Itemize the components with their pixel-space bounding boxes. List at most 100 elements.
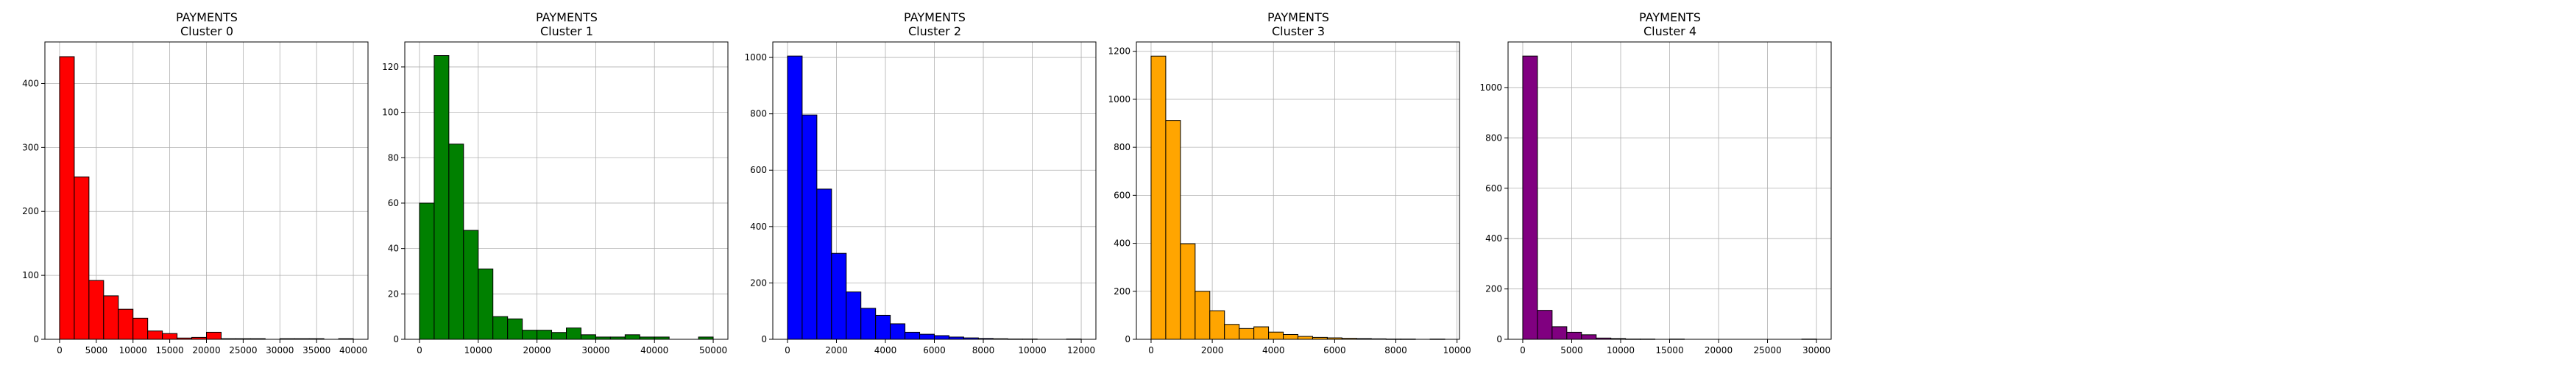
histogram-bar: [478, 268, 494, 340]
y-tick-label: 400: [1485, 233, 1502, 244]
histogram-bar: [1522, 55, 1538, 340]
x-tick-label: 2000: [1201, 345, 1224, 355]
x-tick-label: 8000: [1384, 345, 1407, 355]
y-tick-label: 600: [750, 165, 767, 175]
chart-subtitle: Cluster 0: [180, 24, 234, 38]
y-tick-label: 800: [1114, 142, 1130, 152]
x-tick-label: 40000: [640, 345, 668, 355]
y-tick-label: 1000: [744, 52, 767, 63]
histogram-bar: [1581, 334, 1597, 340]
x-tick-label: 30000: [1802, 345, 1830, 355]
histogram-bar: [1195, 291, 1211, 340]
chart-title: PAYMENTS: [904, 10, 966, 24]
x-tick-label: 20000: [1705, 345, 1733, 355]
histogram-bar: [162, 333, 178, 340]
x-tick-label: 30000: [266, 345, 294, 355]
histogram-bar: [875, 314, 891, 340]
x-tick-label: 40000: [339, 345, 367, 355]
axes-frame: [1136, 41, 1460, 340]
y-tick-label: 200: [22, 206, 39, 216]
y-tick-label: 0: [1496, 334, 1502, 344]
x-tick-label: 0: [1148, 345, 1154, 355]
histogram-bar: [919, 333, 935, 340]
histogram-bar: [890, 323, 906, 340]
y-tick-label: 200: [750, 277, 767, 288]
y-tick-label: 0: [393, 334, 399, 344]
y-tick-label: 60: [388, 198, 399, 208]
histogram-bar: [787, 55, 803, 340]
y-tick-label: 0: [1125, 334, 1130, 344]
x-tick-label: 25000: [1753, 345, 1781, 355]
histogram-bar: [1224, 324, 1240, 340]
histogram-bar: [1209, 310, 1225, 340]
x-tick-label: 25000: [229, 345, 257, 355]
y-tick-label: 300: [22, 142, 39, 152]
y-tick-label: 200: [1485, 284, 1502, 294]
histogram-bar: [74, 176, 90, 340]
histogram-panel-3: 0 2000 4000 6000 8000 10000 0 200 400 600 800 1000 1…: [1108, 41, 1471, 355]
x-tick-label: 5000: [1560, 345, 1583, 355]
chart-subtitle: Cluster 4: [1643, 24, 1697, 38]
histogram-bar: [103, 295, 119, 340]
y-tick-label: 100: [382, 107, 399, 118]
histogram-bar: [934, 335, 949, 340]
y-tick-label: 0: [761, 334, 767, 344]
histogram-bar: [831, 252, 847, 340]
y-tick-label: 400: [1114, 238, 1130, 249]
histogram-bar: [580, 334, 596, 340]
x-tick-label: 10000: [119, 345, 147, 355]
y-tick-label: 400: [22, 78, 39, 88]
histogram-bar: [1165, 120, 1181, 340]
histogram-bar: [88, 280, 105, 340]
y-tick-label: 0: [33, 334, 39, 344]
x-tick-label: 10000: [1443, 345, 1471, 355]
y-tick-label: 1000: [1108, 94, 1130, 105]
panel-title-2: PAYMENTS Cluster 2: [795, 10, 1075, 38]
x-tick-label: 0: [1520, 345, 1526, 355]
histogram-bar: [1537, 310, 1553, 340]
histogram-bar: [860, 308, 877, 340]
histogram-bar: [1551, 326, 1568, 340]
histogram-bar: [1150, 55, 1167, 340]
histogram-bar: [905, 331, 921, 340]
histogram-bar: [522, 330, 538, 340]
x-tick-label: 6000: [923, 345, 946, 355]
x-tick-label: 10000: [464, 345, 492, 355]
chart-subtitle: Cluster 2: [907, 24, 962, 38]
axes-frame: [404, 41, 729, 340]
histogram-bar: [1268, 331, 1284, 340]
chart-subtitle: Cluster 1: [539, 24, 594, 38]
panel-title-4: PAYMENTS Cluster 4: [1530, 10, 1810, 38]
x-tick-label: 0: [785, 345, 790, 355]
x-tick-label: 35000: [302, 345, 330, 355]
y-tick-label: 40: [388, 244, 399, 254]
y-tick-label: 200: [1114, 286, 1130, 297]
histogram-bar: [463, 230, 479, 340]
x-tick-label: 15000: [1655, 345, 1683, 355]
histogram-bar: [492, 316, 509, 340]
histogram-bar: [448, 144, 464, 340]
histogram-bar: [118, 308, 134, 340]
histogram-bar: [507, 318, 523, 340]
histogram-panel-1: 0 10000 20000 30000 40000 50000 0 20 40 60 80 100 12…: [382, 41, 729, 355]
histogram-panel-0: 0 5000 10000 15000 20000 25000 30000 35000 40000…: [22, 41, 369, 355]
chart-title: PAYMENTS: [1639, 10, 1701, 24]
y-tick-label: 600: [1114, 190, 1130, 200]
x-tick-label: 5000: [85, 345, 108, 355]
histogram-bar: [434, 55, 450, 340]
y-tick-label: 800: [1485, 132, 1502, 143]
x-tick-label: 4000: [1262, 345, 1285, 355]
x-tick-label: 50000: [699, 345, 727, 355]
histogram-panel-4: 0 5000 10000 15000 20000 25000 30000 0 200 400 600…: [1479, 41, 1832, 355]
histogram-bar: [1566, 331, 1582, 340]
histogram-panel-2: 0 2000 4000 6000 8000 10000 12000 0 200 400 600 800…: [744, 41, 1097, 355]
x-tick-label: 4000: [874, 345, 897, 355]
histogram-bar: [132, 317, 149, 340]
chart-subtitle: Cluster 3: [1271, 24, 1326, 38]
histogram-bar: [59, 56, 75, 340]
x-tick-label: 0: [417, 345, 422, 355]
y-tick-label: 1200: [1108, 46, 1130, 57]
histogram-bar: [624, 334, 640, 340]
